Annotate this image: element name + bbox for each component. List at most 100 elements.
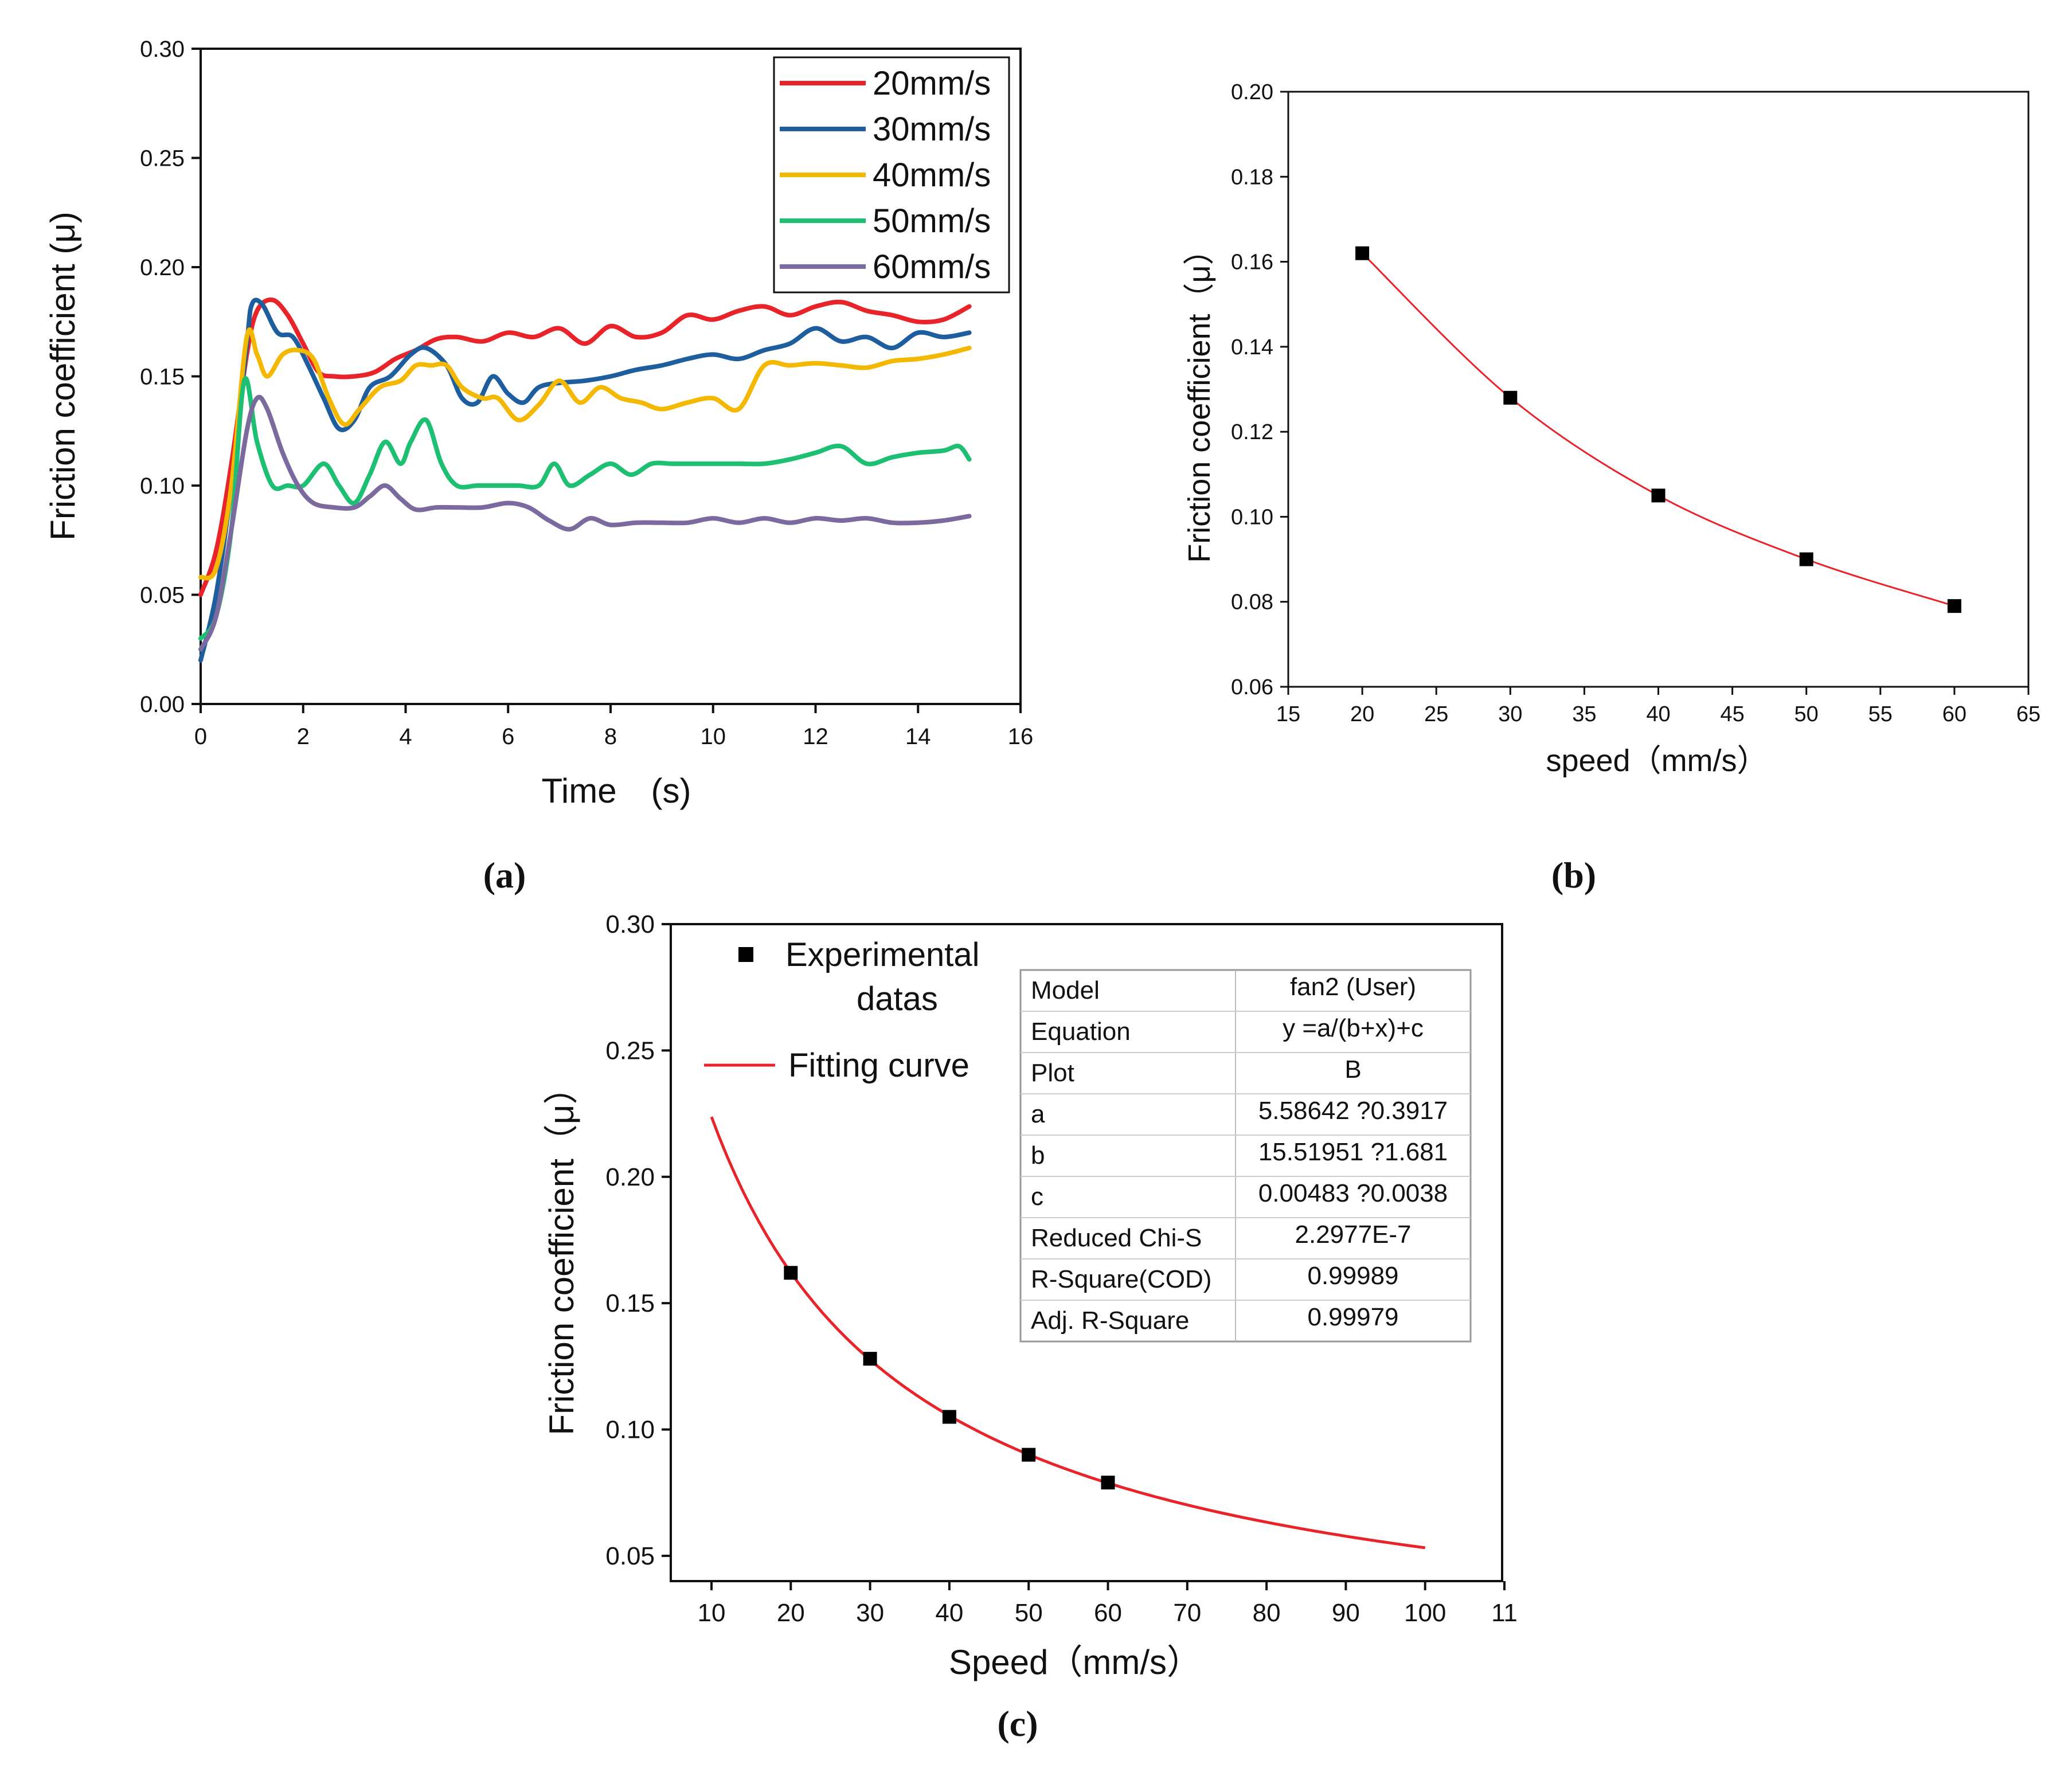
y-tick-label: 0.06 [1231,675,1273,699]
fitting-curve [710,1116,1426,1550]
y-tick-label: 0.15 [140,365,185,390]
x-tick-label: 8 [604,724,617,749]
x-axis-label: Time (s) [541,772,691,810]
table-frame [1019,969,1472,1343]
y-tick-label: 0.20 [1231,80,1273,104]
data-point-marker [863,1352,877,1366]
legend-label-experimental-2: datas [857,980,938,1018]
series-line [1362,252,1955,607]
table-cell-name: Model [1031,976,1100,1004]
x-tick-label: 20 [777,1599,805,1627]
series-line-20mm/s [198,297,972,597]
x-tick-label: 4 [399,724,412,749]
y-tick-label: 0.25 [140,146,185,171]
table-cell-name: b [1031,1141,1045,1169]
panel-label-c: (c) [997,1703,1038,1744]
legend-label: 50mm/s [873,202,991,240]
data-point-marker [942,1410,956,1424]
panel-b: 15 20 25 30 35 40 45 50 55 60 65 0.06 0.08 0.10 0.12 0.… [1182,80,2040,778]
y-tick-label: 0.10 [1231,505,1273,529]
table-cell-name: R-Square(COD) [1031,1265,1211,1293]
x-tick-label: 30 [856,1599,884,1627]
y-tick-label: 0.30 [140,37,185,62]
x-tick-label: 20 [1350,702,1374,726]
x-tick-label: 14 [905,724,931,749]
legend-label: 30mm/s [873,111,991,148]
legend-label-experimental: Experimental [785,936,979,973]
data-point-marker [1651,488,1666,503]
fit-parameter-table: Model fan2 (User) Equation y =a/(b+x)+c Plot… [1019,969,1472,1343]
x-tick-label: 60 [1942,702,1967,726]
table-cell-name: Equation [1031,1018,1131,1046]
x-tick-label: 50 [1795,702,1819,726]
y-tick-label: 0.10 [140,474,185,499]
y-tick-label: 0.30 [605,910,655,938]
panel-c: 10 20 30 40 50 60 70 80 90 100 11 0.05 0.10 0.15 0.20 0… [542,910,1518,1681]
data-point-marker [1503,390,1518,405]
series-line-50mm/s [198,376,972,641]
x-tick-label: 50 [1015,1599,1043,1627]
y-tick-label: 0.08 [1231,590,1273,615]
table-cell-value: 2.2977E-7 [1295,1221,1411,1249]
x-tick-label: 0 [194,724,207,749]
x-tick-label: 40 [1646,702,1670,726]
y-tick-label: 0.05 [605,1542,655,1570]
table-cell-name: c [1031,1183,1043,1211]
table-cell-value: 0.00483 ?0.0038 [1258,1179,1448,1207]
data-point-marker [1022,1448,1036,1462]
x-tick-label: 40 [935,1599,963,1627]
table-cell-value: 0.99989 [1307,1262,1398,1290]
table-cell-name: Plot [1031,1059,1074,1087]
x-tick-label: 2 [297,724,310,749]
table-cell-name: a [1031,1100,1045,1128]
x-tick-label: 10 [701,724,726,749]
y-tick-label: 0.18 [1231,165,1273,189]
plot-frame [1287,91,2030,688]
legend-label: 40mm/s [873,157,991,194]
x-tick-label: 60 [1094,1599,1122,1627]
panel-label-b: (b) [1551,855,1596,895]
legend-marker-experimental [738,947,753,962]
x-tick-label: 70 [1173,1599,1201,1627]
y-tick-label: 0.14 [1231,335,1273,359]
series-line-60mm/s [198,394,972,652]
table-cell-value: B [1344,1055,1361,1084]
table-cell-value: 15.51951 ?1.681 [1258,1138,1448,1166]
x-tick-label: 90 [1332,1599,1360,1627]
series-line-30mm/s [198,298,972,663]
data-point-marker [1947,599,1961,613]
legend-label: 20mm/s [873,65,991,102]
x-tick-label: 100 [1404,1599,1446,1627]
x-tick-label: 30 [1498,702,1522,726]
x-tick-label: 80 [1253,1599,1281,1627]
data-point-marker [1101,1476,1115,1490]
panel-label-a: (a) [483,855,526,895]
table-cell-value: 0.99979 [1307,1303,1398,1331]
y-tick-label: 0.16 [1231,251,1273,275]
y-axis-label: Friction coefficient（μ） [542,1070,581,1435]
panel-a: 0 2 4 6 8 10 12 14 16 0.00 0.05 0.10 0.15 0.20 0.25 0.3… [44,37,1033,810]
table-cell-value: y =a/(b+x)+c [1283,1014,1424,1042]
y-axis-label: Friction coefficient（μ） [1182,234,1217,562]
x-tick-label: 45 [1720,702,1744,726]
table-cell-name: Adj. R-Square [1031,1307,1189,1335]
legend-label: 60mm/s [873,248,991,285]
y-tick-label: 0.12 [1231,420,1273,444]
x-tick-label: 6 [502,724,514,749]
plot-frame [670,923,1503,1582]
x-axis-label: speed（mm/s） [1546,744,1768,778]
legend-label-fit: Fitting curve [788,1047,969,1084]
series-line-40mm/s [198,327,972,581]
table-cell-name: Reduced Chi-S [1031,1224,1202,1252]
y-tick-label: 0.10 [605,1416,655,1444]
x-tick-label: 10 [698,1599,726,1627]
y-tick-label: 0.20 [605,1163,655,1191]
data-point-marker [784,1266,798,1280]
y-tick-label: 0.00 [140,692,185,717]
x-tick-label: 12 [803,724,828,749]
x-tick-label: 65 [2016,702,2040,726]
y-tick-label: 0.05 [140,583,185,608]
y-tick-label: 0.20 [140,255,185,280]
x-tick-label: 55 [1868,702,1893,726]
table-cell-value: fan2 (User) [1290,973,1416,1001]
